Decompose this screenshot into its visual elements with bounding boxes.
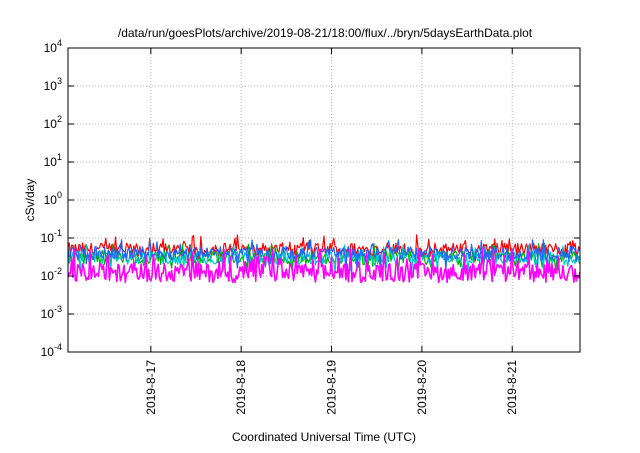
y-tick-label: 10-4 (41, 342, 62, 359)
y-tick-label: 101 (44, 152, 62, 169)
axis-ticks: 10-4 10-3 10-2 10-1 100 101 102 103 104 2019-8-17… (41, 38, 580, 415)
series-line-1 (67, 234, 581, 262)
x-tick-label: 2019-8-20 (415, 360, 429, 415)
grid (68, 48, 580, 352)
y-tick-label: 10-1 (41, 228, 62, 245)
y-tick-label: 104 (44, 38, 62, 55)
series-lines (67, 234, 581, 284)
x-axis-label: Coordinated Universal Time (UTC) (232, 430, 416, 444)
y-tick-label: 103 (44, 76, 62, 93)
y-tick-label: 102 (44, 114, 62, 131)
chart-title: /data/run/goesPlots/archive/2019-08-21/1… (118, 26, 533, 40)
x-tick-label: 2019-8-19 (325, 360, 339, 415)
series-line-5 (67, 248, 581, 284)
y-tick-label: 10-2 (41, 266, 62, 283)
y-axis-label: cSv/day (23, 179, 37, 222)
y-tick-label: 100 (44, 190, 62, 207)
y-tick-label: 10-3 (41, 304, 62, 321)
x-tick-label: 2019-8-17 (144, 360, 158, 415)
x-tick-label: 2019-8-21 (505, 360, 519, 415)
x-tick-label: 2019-8-18 (234, 360, 248, 415)
